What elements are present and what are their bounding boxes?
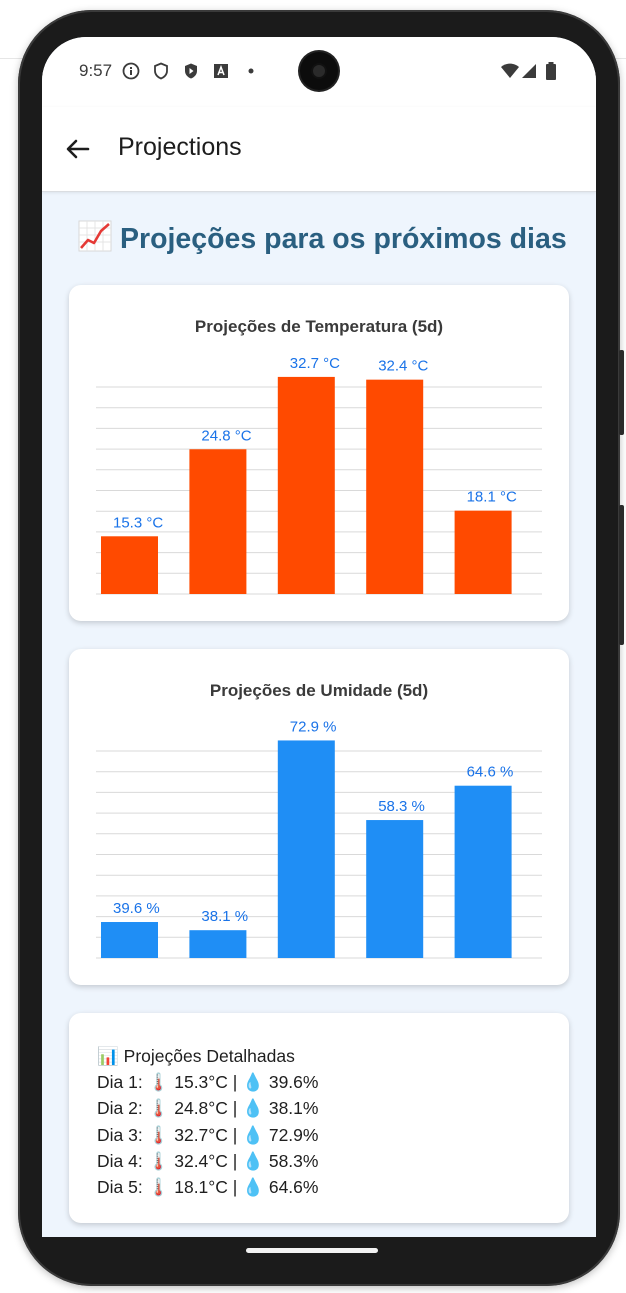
humidity-chart: 39.6 % 38.1 % 72.9 % 58.3 % 64.6 % [96, 709, 569, 969]
chart-increasing-icon [78, 220, 112, 252]
section-heading: Projeções para os próximos dias [78, 220, 567, 256]
volume-button [619, 350, 624, 435]
bar [454, 785, 512, 958]
details-row: Dia 4: 🌡️ 32.4°C | 💧 58.3% [97, 1150, 319, 1171]
shield-icon [152, 62, 170, 80]
details-title: 📊 Projeções Detalhadas [97, 1046, 295, 1066]
home-indicator[interactable] [246, 1248, 378, 1253]
bar [277, 376, 335, 594]
details-card: 📊 Projeções Detalhadas Dia 1: 🌡️ 15.3°C … [69, 1013, 569, 1223]
bar-value-label: 15.3 °C [113, 514, 163, 531]
details-row: Dia 2: 🌡️ 24.8°C | 💧 38.1% [97, 1098, 319, 1119]
details-row: Dia 3: 🌡️ 32.7°C | 💧 72.9% [97, 1124, 319, 1145]
plot-edge-mask [542, 709, 569, 969]
bar-value-label: 58.3 % [378, 798, 425, 815]
bar [101, 922, 158, 958]
app-screen: 9:57 Projections [42, 37, 596, 1237]
app-bar: Projections [42, 107, 596, 192]
bar-value-label: 18.1 °C [467, 489, 517, 506]
bar [101, 536, 158, 594]
bar-value-label: 32.7 °C [290, 355, 340, 372]
battery-icon [542, 62, 560, 80]
play-protect-icon [182, 62, 200, 80]
plot-edge-mask [542, 345, 569, 605]
bar [189, 930, 247, 958]
bar [189, 449, 247, 594]
bar [454, 510, 512, 594]
section-heading-text: Projeções para os próximos dias [120, 223, 567, 255]
bar [366, 820, 424, 958]
bar [366, 379, 424, 594]
humidity-chart-title: Projeções de Umidade (5d) [209, 681, 429, 700]
temperature-chart-title: Projeções de Temperatura (5d) [194, 317, 444, 336]
front-camera [300, 52, 338, 90]
details-row: Dia 5: 🌡️ 18.1°C | 💧 64.6% [97, 1177, 319, 1198]
back-arrow-icon[interactable] [62, 133, 94, 165]
power-button [619, 505, 624, 645]
details-row: Dia 1: 🌡️ 15.3°C | 💧 39.6% [97, 1072, 319, 1093]
wifi-icon [500, 62, 520, 80]
bar-value-label: 38.1 % [201, 908, 248, 925]
page-title: Projections [118, 133, 242, 161]
bar-value-label: 72.9 % [290, 718, 337, 735]
dot-icon [242, 62, 260, 80]
bar [277, 740, 335, 958]
text-a-icon [212, 62, 230, 80]
info-icon [122, 62, 140, 80]
status-bar: 9:57 [42, 37, 596, 107]
temperature-chart: 15.3 °C 24.8 °C 32.7 °C 32.4 °C 18.1 °C [96, 345, 569, 605]
bar-value-label: 39.6 % [113, 900, 160, 917]
temperature-chart-card: Projeções de Temperatura (5d) 15.3 °C 24.… [69, 285, 569, 621]
bar-value-label: 32.4 °C [378, 358, 428, 375]
signal-icon [520, 62, 538, 80]
humidity-chart-card: Projeções de Umidade (5d) 39.6 % 38.1 % 72… [69, 649, 569, 985]
status-time: 9:57 [79, 61, 113, 80]
bar-value-label: 24.8 °C [201, 427, 251, 444]
bar-value-label: 64.6 % [467, 764, 514, 781]
